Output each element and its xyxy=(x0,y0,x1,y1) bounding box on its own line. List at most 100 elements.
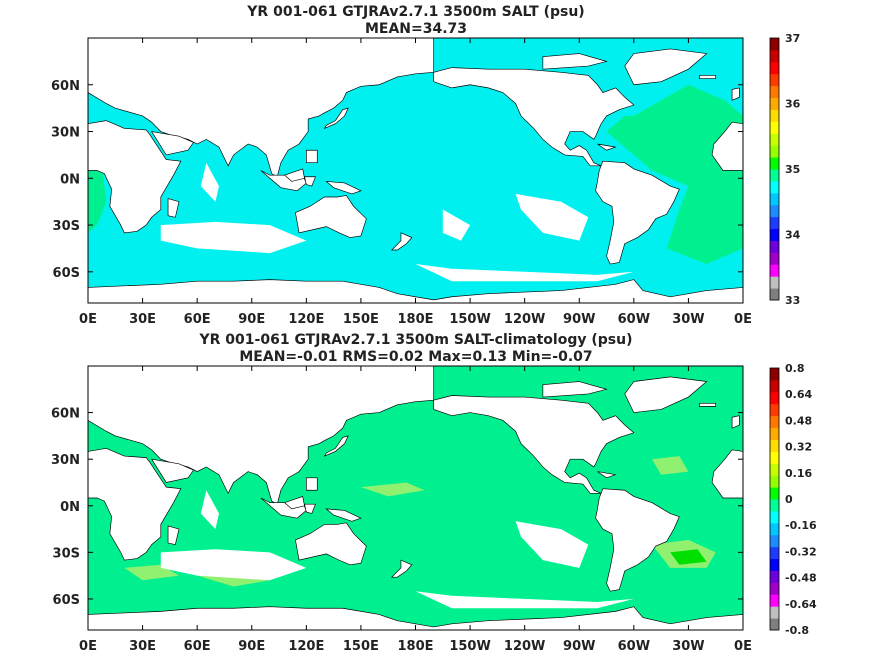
y-tick-label: 30S xyxy=(53,546,80,561)
colorbar-segment xyxy=(770,38,779,51)
land-mass xyxy=(88,607,743,630)
land-mass xyxy=(625,49,707,85)
x-tick-label: 30E xyxy=(129,639,156,654)
field-region-7 xyxy=(160,549,307,581)
colorbar-segment xyxy=(770,379,779,393)
colorbar-tick-label: 33 xyxy=(785,294,800,307)
colorbar-tick-label: 0.16 xyxy=(785,467,812,480)
land-mass xyxy=(597,144,615,150)
chart-title: YR 001-061 GTJRAv2.7.1 3500m SALT-climat… xyxy=(199,332,633,348)
colorbar-segment xyxy=(770,439,779,452)
land-mass xyxy=(285,169,305,181)
colorbar-segment xyxy=(770,546,779,560)
x-tick-label: 150W xyxy=(449,639,490,654)
colorbar-tick-label: -0.64 xyxy=(785,598,817,611)
colorbar-tick-label: -0.32 xyxy=(785,545,817,558)
land-mass xyxy=(306,478,317,490)
x-tick-label: 150W xyxy=(449,312,490,327)
colorbar-tick-label: 37 xyxy=(785,32,800,45)
field-region-8 xyxy=(515,521,589,568)
colorbar-segment xyxy=(770,558,779,571)
colorbar-segment xyxy=(770,216,779,230)
colorbar-segment xyxy=(770,204,779,218)
land-mass xyxy=(392,233,412,250)
field-region-4 xyxy=(360,482,425,497)
land-mass xyxy=(152,459,194,482)
colorbar-segment xyxy=(770,240,779,253)
field-region-6 xyxy=(442,209,471,241)
y-tick-label: 60N xyxy=(51,79,80,94)
colorbar-tick-label: -0.48 xyxy=(785,572,817,585)
x-tick-label: 90W xyxy=(563,639,595,654)
colorbar-segment xyxy=(770,49,779,63)
colorbar-segment xyxy=(770,594,779,607)
x-tick-label: 0E xyxy=(734,312,752,327)
x-tick-label: 30E xyxy=(129,312,156,327)
colorbar-tick-label: -0.16 xyxy=(785,519,817,532)
x-tick-label: 60E xyxy=(184,639,211,654)
x-tick-label: 60W xyxy=(618,639,650,654)
colorbar-segment xyxy=(770,522,779,536)
colorbar-segment xyxy=(770,252,779,265)
land-mass xyxy=(596,161,680,264)
colorbar-segment xyxy=(770,415,779,429)
land-mass xyxy=(168,199,179,218)
colorbar-segment xyxy=(770,475,779,488)
land-mass xyxy=(543,54,607,70)
colorbar-segment xyxy=(770,145,779,158)
x-tick-label: 0E xyxy=(734,639,752,654)
field-region-5 xyxy=(652,456,689,475)
colorbar-segment xyxy=(770,85,779,99)
land-mass xyxy=(305,504,316,513)
colorbar-segment xyxy=(770,109,779,122)
land-mass xyxy=(326,509,361,521)
land-mass xyxy=(168,526,179,545)
colorbar-tick-label: 36 xyxy=(785,98,801,111)
map-area xyxy=(88,38,743,303)
x-tick-label: 180E xyxy=(397,312,433,327)
x-tick-label: 180E xyxy=(397,639,433,654)
field-region-9 xyxy=(200,490,219,530)
colorbar-tick-label: 34 xyxy=(785,229,801,242)
colorbar-segment xyxy=(770,180,779,194)
colorbar-tick-label: 0 xyxy=(785,493,793,506)
colorbar-segment xyxy=(770,169,779,182)
colorbar-segment xyxy=(770,276,779,289)
x-tick-label: 0E xyxy=(79,639,97,654)
land-mass xyxy=(625,377,707,413)
land-mass xyxy=(434,68,634,166)
land-mass xyxy=(732,416,739,428)
colorbar-segment xyxy=(770,510,779,524)
colorbar-segment xyxy=(770,264,779,277)
land-mass xyxy=(295,195,366,237)
continents xyxy=(88,366,743,630)
colorbar-segment xyxy=(770,606,779,619)
land-mass xyxy=(732,88,739,100)
x-tick-label: 120W xyxy=(504,639,545,654)
colorbar-tick-label: 0.48 xyxy=(785,414,812,427)
y-tick-label: 60S xyxy=(53,593,80,608)
colorbar-segment xyxy=(770,403,779,417)
land-mass xyxy=(596,489,680,591)
y-tick-label: 30S xyxy=(53,219,80,234)
land-mass xyxy=(285,496,305,508)
land-mass xyxy=(295,523,366,565)
colorbar-segment xyxy=(770,451,779,464)
field-region-1 xyxy=(88,162,107,233)
chart-title: YR 001-061 GTJRAv2.7.1 3500m SALT (psu) xyxy=(246,4,584,20)
field-region-4 xyxy=(515,193,589,241)
land-mass xyxy=(88,121,181,233)
x-tick-label: 30W xyxy=(672,312,704,327)
land-mass xyxy=(152,132,194,155)
colorbar-segment xyxy=(770,570,779,583)
land-mass xyxy=(434,396,634,494)
land-mass xyxy=(88,448,181,560)
colorbar-segment xyxy=(770,157,779,170)
y-tick-label: 0N xyxy=(60,500,80,515)
x-tick-label: 120W xyxy=(504,312,545,327)
colorbar-segment xyxy=(770,61,779,75)
colorbar-tick-label: 35 xyxy=(785,163,800,176)
land-mass xyxy=(325,436,349,456)
continents xyxy=(88,38,743,303)
